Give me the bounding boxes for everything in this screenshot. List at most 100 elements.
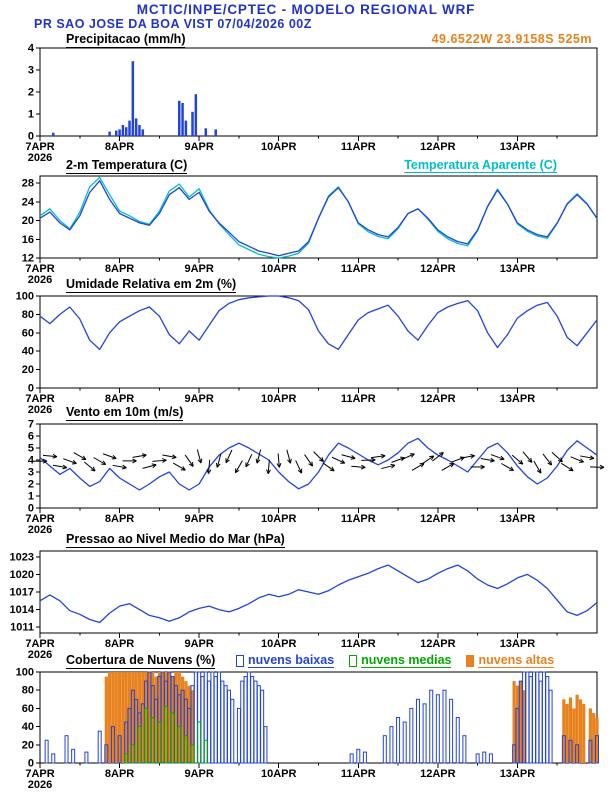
svg-text:7APR: 7APR [25,393,54,405]
legend-item-high-clouds: nuvens altas [466,653,555,668]
svg-text:10APR: 10APR [261,513,297,525]
mid-clouds-swatch-icon [349,654,358,667]
svg-text:11APR: 11APR [341,768,376,780]
svg-text:1: 1 [28,491,34,503]
svg-text:12APR: 12APR [420,513,456,525]
svg-text:11APR: 11APR [341,513,376,525]
coordinates-label: 49.6522W 23.9158S 525m [431,32,592,46]
svg-text:40: 40 [22,346,34,358]
svg-text:10APR: 10APR [261,141,297,153]
svg-text:12APR: 12APR [420,263,456,275]
svg-text:13APR: 13APR [500,263,536,275]
svg-text:80: 80 [22,309,34,321]
svg-text:4: 4 [28,455,35,467]
svg-text:3: 3 [28,467,34,479]
station-line: PR SAO JOSE DA BOA VIST 07/04/2026 00Z [34,17,312,31]
svg-text:3: 3 [28,65,34,77]
svg-text:1014: 1014 [10,604,35,616]
svg-text:11APR: 11APR [341,141,376,153]
svg-text:1023: 1023 [10,551,34,563]
svg-text:8APR: 8APR [105,768,134,780]
svg-text:8APR: 8APR [105,513,134,525]
svg-text:13APR: 13APR [500,513,536,525]
svg-text:40: 40 [22,721,34,733]
svg-text:28: 28 [22,178,34,190]
svg-text:20: 20 [22,739,34,751]
svg-text:9APR: 9APR [184,141,213,153]
high-clouds-swatch-icon [466,654,475,667]
svg-text:12APR: 12APR [420,393,456,405]
svg-text:2026: 2026 [28,779,52,791]
svg-text:2: 2 [28,479,34,491]
svg-text:10APR: 10APR [261,768,297,780]
svg-text:9APR: 9APR [184,638,213,650]
svg-text:4: 4 [28,43,35,55]
humidity-title: Umidade Relativa em 2m (%) [66,277,237,293]
svg-text:10APR: 10APR [261,263,297,275]
svg-text:11APR: 11APR [341,393,376,405]
svg-text:2026: 2026 [28,524,52,536]
svg-text:60: 60 [22,703,34,715]
svg-text:7APR: 7APR [25,513,54,525]
svg-text:1017: 1017 [10,587,34,599]
low-clouds-swatch-icon [236,654,244,667]
svg-text:1020: 1020 [10,569,34,581]
svg-text:2026: 2026 [28,274,52,286]
svg-text:11APR: 11APR [341,638,376,650]
svg-text:0: 0 [28,758,34,770]
apparent-temperature-label: Temperatura Aparente (C) [404,158,557,173]
svg-text:8APR: 8APR [105,141,134,153]
svg-text:7APR: 7APR [25,768,54,780]
svg-text:2: 2 [28,87,34,99]
svg-text:20: 20 [22,364,34,376]
wind-title: Vento em 10m (m/s) [66,405,184,421]
svg-text:2026: 2026 [28,404,52,416]
svg-text:20: 20 [22,215,34,227]
svg-text:12: 12 [22,253,34,265]
svg-text:8APR: 8APR [105,393,134,405]
svg-text:1011: 1011 [10,622,34,634]
svg-text:16: 16 [22,234,34,246]
svg-text:7: 7 [28,419,34,431]
svg-text:12APR: 12APR [420,768,456,780]
svg-text:9APR: 9APR [184,393,213,405]
svg-text:13APR: 13APR [500,393,536,405]
svg-text:7APR: 7APR [25,638,54,650]
svg-text:9APR: 9APR [184,513,213,525]
svg-text:10APR: 10APR [261,638,297,650]
pressure-title: Pressao ao Nivel Medio do Mar (hPa) [66,532,285,548]
page-title: MCTIC/INPE/CPTEC - MODELO REGIONAL WRF [136,2,476,17]
svg-text:13APR: 13APR [500,141,536,153]
svg-text:0: 0 [28,503,34,515]
svg-text:13APR: 13APR [500,768,536,780]
svg-text:2026: 2026 [28,649,52,661]
legend-item-low-clouds: nuvens baixas [236,653,335,668]
svg-text:0: 0 [28,131,34,143]
svg-text:9APR: 9APR [184,263,213,275]
svg-text:6: 6 [28,431,34,443]
cloud-cover-title: Cobertura de Nuvens (%) [66,653,216,669]
svg-text:1: 1 [28,109,34,121]
svg-text:100: 100 [16,291,34,303]
svg-text:9APR: 9APR [184,768,213,780]
svg-text:60: 60 [22,327,34,339]
svg-text:11APR: 11APR [341,263,376,275]
cloud-legend: nuvens baixas nuvens medias nuvens altas [236,653,555,668]
svg-text:8APR: 8APR [105,638,134,650]
svg-text:12APR: 12APR [420,141,456,153]
svg-text:7APR: 7APR [25,141,54,153]
svg-text:5: 5 [28,443,34,455]
svg-text:12APR: 12APR [420,638,456,650]
precip-title: Precipitacao (mm/h) [66,32,186,48]
svg-text:24: 24 [22,196,35,208]
svg-text:8APR: 8APR [105,263,134,275]
svg-text:80: 80 [22,685,34,697]
svg-text:2026: 2026 [28,152,52,164]
svg-text:7APR: 7APR [25,263,54,275]
